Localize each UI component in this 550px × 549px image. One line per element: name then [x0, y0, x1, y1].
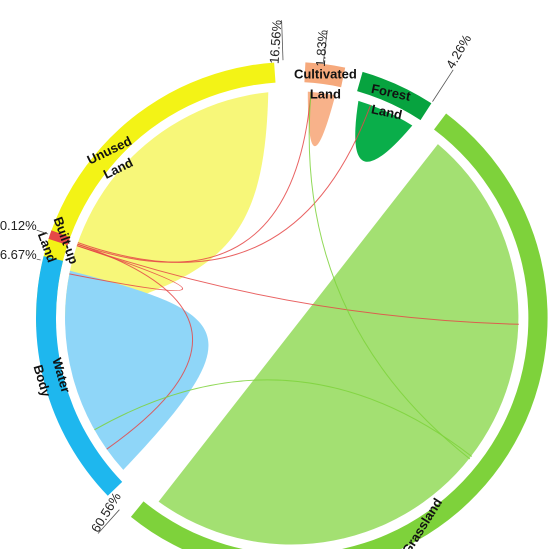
arc-unused — [36, 62, 276, 327]
link-builtup-water — [77, 243, 193, 450]
percent-tick-water — [36, 258, 41, 261]
link-grassland-cultivated — [308, 91, 471, 460]
link-builtup-forest — [77, 104, 372, 263]
percent-grassland: 60.56% — [88, 489, 124, 535]
percent-water: 16.67% — [0, 247, 37, 262]
percent-tick-grassland — [97, 509, 120, 534]
chord-links — [65, 91, 519, 545]
percent-tick-cultivated — [323, 30, 328, 62]
self-chord-grassland — [158, 144, 519, 545]
link-builtup-cultivated — [77, 91, 312, 263]
link-builtup-grassland — [76, 245, 519, 325]
label-cultivated: Cultivated Land — [294, 66, 357, 101]
self-chord-forest — [355, 100, 413, 162]
self-chord-water — [65, 270, 209, 470]
category-arcs — [35, 62, 548, 549]
arc-forest — [357, 71, 432, 121]
arc-cultivated — [304, 62, 346, 88]
arc-builtup — [48, 230, 71, 246]
link-builtup-unused — [69, 245, 184, 292]
percent-cultivated: 1.83% — [313, 29, 331, 67]
percent-forest: 4.26% — [443, 31, 475, 71]
link-grassland-water — [94, 379, 473, 457]
self-chord-unused — [65, 92, 269, 318]
arc-water — [35, 256, 123, 496]
percent-tick-forest — [432, 69, 454, 102]
percent-tick-unused — [281, 20, 284, 61]
percent-builtup: 0.12% — [0, 218, 37, 233]
percent-tick-builtup — [36, 229, 49, 235]
self-chord-cultivated — [307, 91, 336, 147]
percent-unused: 16.56% — [267, 19, 285, 64]
